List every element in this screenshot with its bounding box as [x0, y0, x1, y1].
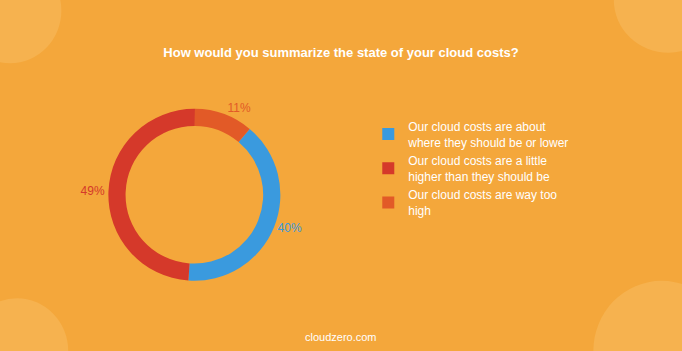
svg-text:11%: 11% [228, 101, 251, 115]
svg-text:Our cloud costs are a littlehi: Our cloud costs are a littlehigher than … [408, 154, 550, 184]
svg-text:Our cloud costs are way toohig: Our cloud costs are way toohigh [408, 188, 557, 218]
svg-text:49%: 49% [81, 184, 105, 198]
svg-text:How would you summarize the st: How would you summarize the state of you… [163, 45, 518, 60]
svg-text:Our cloud costs are aboutwhere: Our cloud costs are aboutwhere they shou… [407, 120, 568, 150]
svg-text:40%: 40% [278, 221, 302, 235]
svg-text:cloudzero.com: cloudzero.com [305, 331, 377, 343]
